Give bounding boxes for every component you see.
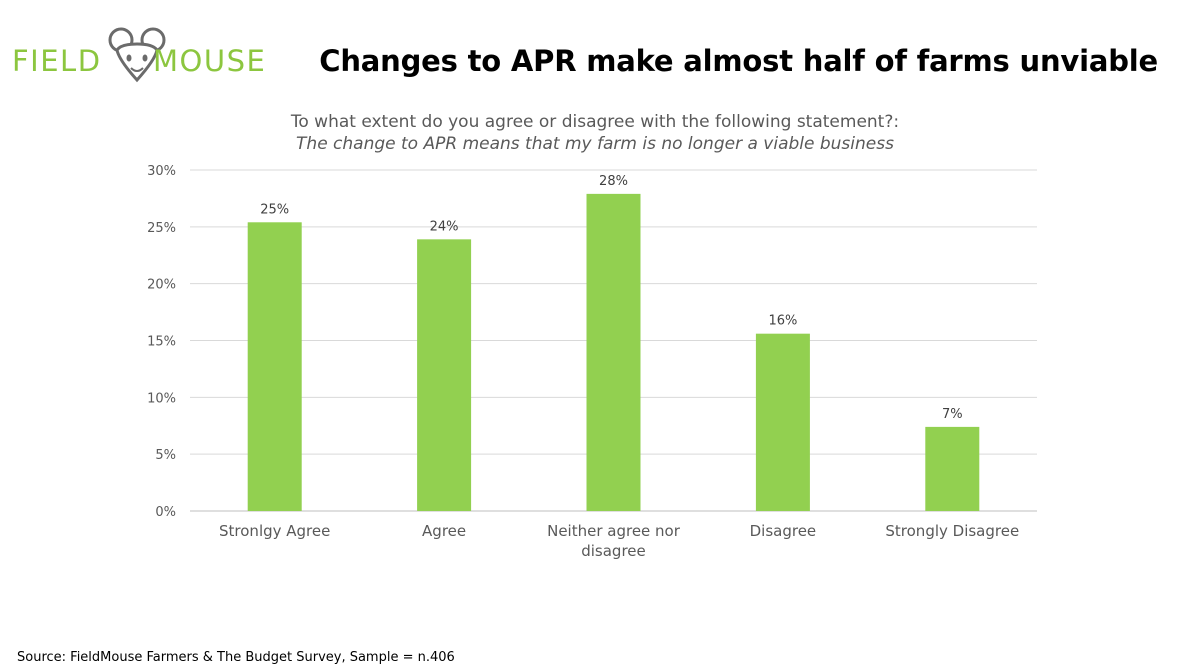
y-tick-label: 0% [155, 505, 176, 520]
data-label: 25% [260, 202, 289, 217]
y-tick-label: 25% [147, 221, 176, 236]
bar [756, 334, 810, 511]
x-tick-label: Strongly Disagree [885, 522, 1019, 540]
y-tick-label: 20% [147, 278, 176, 293]
bar [248, 222, 302, 511]
x-tick-label: Disagree [750, 522, 817, 540]
data-label: 28% [599, 174, 628, 189]
x-tick-label: Agree [422, 522, 466, 540]
x-tick-label: Stronlgy Agree [219, 522, 330, 540]
y-tick-label: 5% [155, 448, 176, 463]
source-note: Source: FieldMouse Farmers & The Budget … [17, 650, 455, 665]
data-label: 7% [942, 407, 963, 422]
data-label: 16% [768, 314, 797, 329]
data-label: 24% [430, 219, 459, 234]
bar [417, 239, 471, 511]
x-tick-label: Neither agree nor disagree [547, 522, 681, 560]
bar-chart: 0% 5% 10% 15% 20% 25% 30% 25% Stronlgy Agree 24% A… [0, 0, 1200, 600]
y-tick-label: 15% [147, 335, 176, 350]
bar [925, 427, 979, 511]
bar [587, 194, 641, 511]
y-tick-label: 30% [147, 164, 176, 179]
y-tick-label: 10% [147, 391, 176, 406]
